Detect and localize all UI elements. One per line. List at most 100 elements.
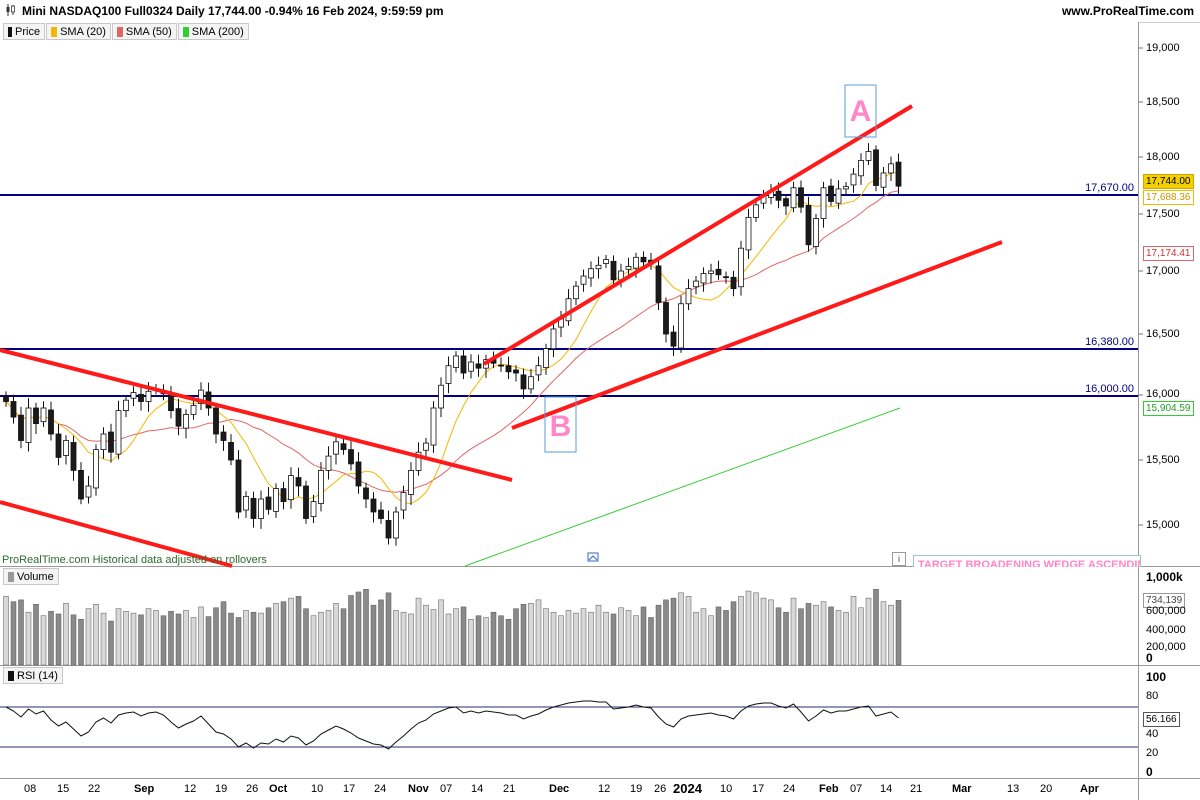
horizontal-level-label: 16,380.00 [1085, 336, 1134, 348]
volume-bar [220, 601, 227, 666]
price-legend: Price SMA (20) SMA (50) SMA (200) [3, 23, 249, 40]
legend-rsi[interactable]: RSI (14) [3, 667, 63, 684]
trendline [0, 348, 513, 482]
date-label: Mar [952, 783, 972, 795]
candle-body [3, 395, 9, 402]
candle-body [258, 498, 264, 519]
rsi-tick: 0 [1146, 765, 1153, 779]
volume-bar [55, 613, 62, 666]
volume-bar [243, 610, 249, 666]
candle-body [460, 355, 467, 374]
volume-bar [198, 606, 204, 666]
candle-body [205, 391, 212, 409]
volume-bar [385, 592, 392, 666]
date-label: 07 [440, 783, 453, 795]
volume-bar [123, 611, 129, 666]
date-label: 13 [1007, 783, 1020, 795]
volume-bar [850, 596, 857, 666]
info-icon[interactable]: i [892, 552, 906, 566]
trendline [482, 104, 914, 366]
legend-price-label: Price [15, 25, 41, 38]
candle-body [790, 187, 797, 209]
legend-sma20[interactable]: SMA (20) [46, 23, 111, 40]
volume-bar [685, 596, 692, 666]
volume-bar [468, 618, 474, 666]
price-swatch [8, 26, 12, 37]
legend-price[interactable]: Price [3, 23, 46, 40]
candle-body [93, 449, 99, 489]
label-b: B [550, 410, 572, 443]
candle-body [670, 331, 677, 347]
candle-body [640, 256, 647, 263]
volume-tick: 600,000 [1146, 605, 1186, 617]
volume-bar [490, 611, 497, 666]
sma200-value-tag: 15,904.59 [1143, 401, 1194, 416]
legend-sma50-label: SMA (50) [125, 25, 172, 38]
volume-bar [168, 611, 174, 666]
volume-bar [175, 613, 182, 666]
volume-bar [888, 604, 894, 666]
candle-body [858, 160, 864, 177]
volume-bar [880, 601, 887, 666]
rsi-tick: 40 [1146, 728, 1159, 740]
candle-body [775, 190, 782, 201]
date-label: Sep [134, 783, 155, 795]
date-label: 24 [374, 783, 387, 795]
date-label: 15 [57, 783, 70, 795]
volume-bar [565, 610, 572, 666]
candle-body [243, 495, 249, 511]
date-label: Dec [549, 783, 570, 795]
candle-body [745, 217, 752, 251]
volume-bar [115, 608, 122, 666]
target-annotation-text: TARGET BROADENING WEDGE ASCENDING [918, 559, 1141, 567]
sma20-swatch [51, 26, 58, 37]
date-label: 19 [215, 783, 228, 795]
volume-swatch [8, 571, 14, 582]
candle-body [708, 270, 714, 274]
rsi-value-tag: 56.166 [1143, 712, 1180, 727]
candle-body [798, 187, 804, 208]
candle-body [655, 265, 662, 303]
volume-bar [108, 620, 114, 666]
volume-bar [798, 608, 804, 666]
candle-body [415, 451, 422, 471]
volume-bar [325, 610, 332, 666]
volume-tick: 200,000 [1146, 641, 1186, 653]
candle-body [835, 188, 842, 204]
volume-bar [100, 612, 107, 666]
volume-bar [708, 615, 714, 666]
candle-body [378, 509, 384, 519]
volume-bar [820, 601, 827, 666]
legend-sma50[interactable]: SMA (50) [111, 23, 177, 40]
candle-body [700, 273, 707, 284]
volume-bar [228, 612, 234, 666]
volume-bar [258, 612, 264, 666]
candle-body [355, 461, 362, 487]
volume-bar [843, 611, 849, 666]
candle-body [715, 268, 722, 276]
candle-body [100, 433, 107, 451]
date-label: 20 [1040, 783, 1053, 795]
candle-body [880, 172, 887, 188]
legend-volume[interactable]: Volume [3, 568, 59, 585]
volume-bar [18, 599, 24, 666]
candle-body [40, 407, 47, 423]
volume-bar [865, 597, 872, 666]
date-label: 17 [343, 783, 356, 795]
volume-bar [730, 601, 737, 666]
volume-bar [760, 597, 767, 666]
legend-sma200[interactable]: SMA (200) [177, 23, 249, 40]
rsi-tick: 100 [1146, 670, 1167, 684]
candle-body [850, 173, 857, 186]
candle-body [445, 365, 452, 384]
candle-body [693, 280, 699, 288]
volume-bar [573, 612, 579, 666]
candle-body [190, 404, 197, 415]
date-label: 22 [88, 783, 101, 795]
candle-body [70, 442, 77, 471]
candle-body [400, 492, 407, 511]
trendline [511, 240, 1003, 430]
date-label: Feb [819, 783, 839, 795]
candle-body [213, 407, 219, 435]
